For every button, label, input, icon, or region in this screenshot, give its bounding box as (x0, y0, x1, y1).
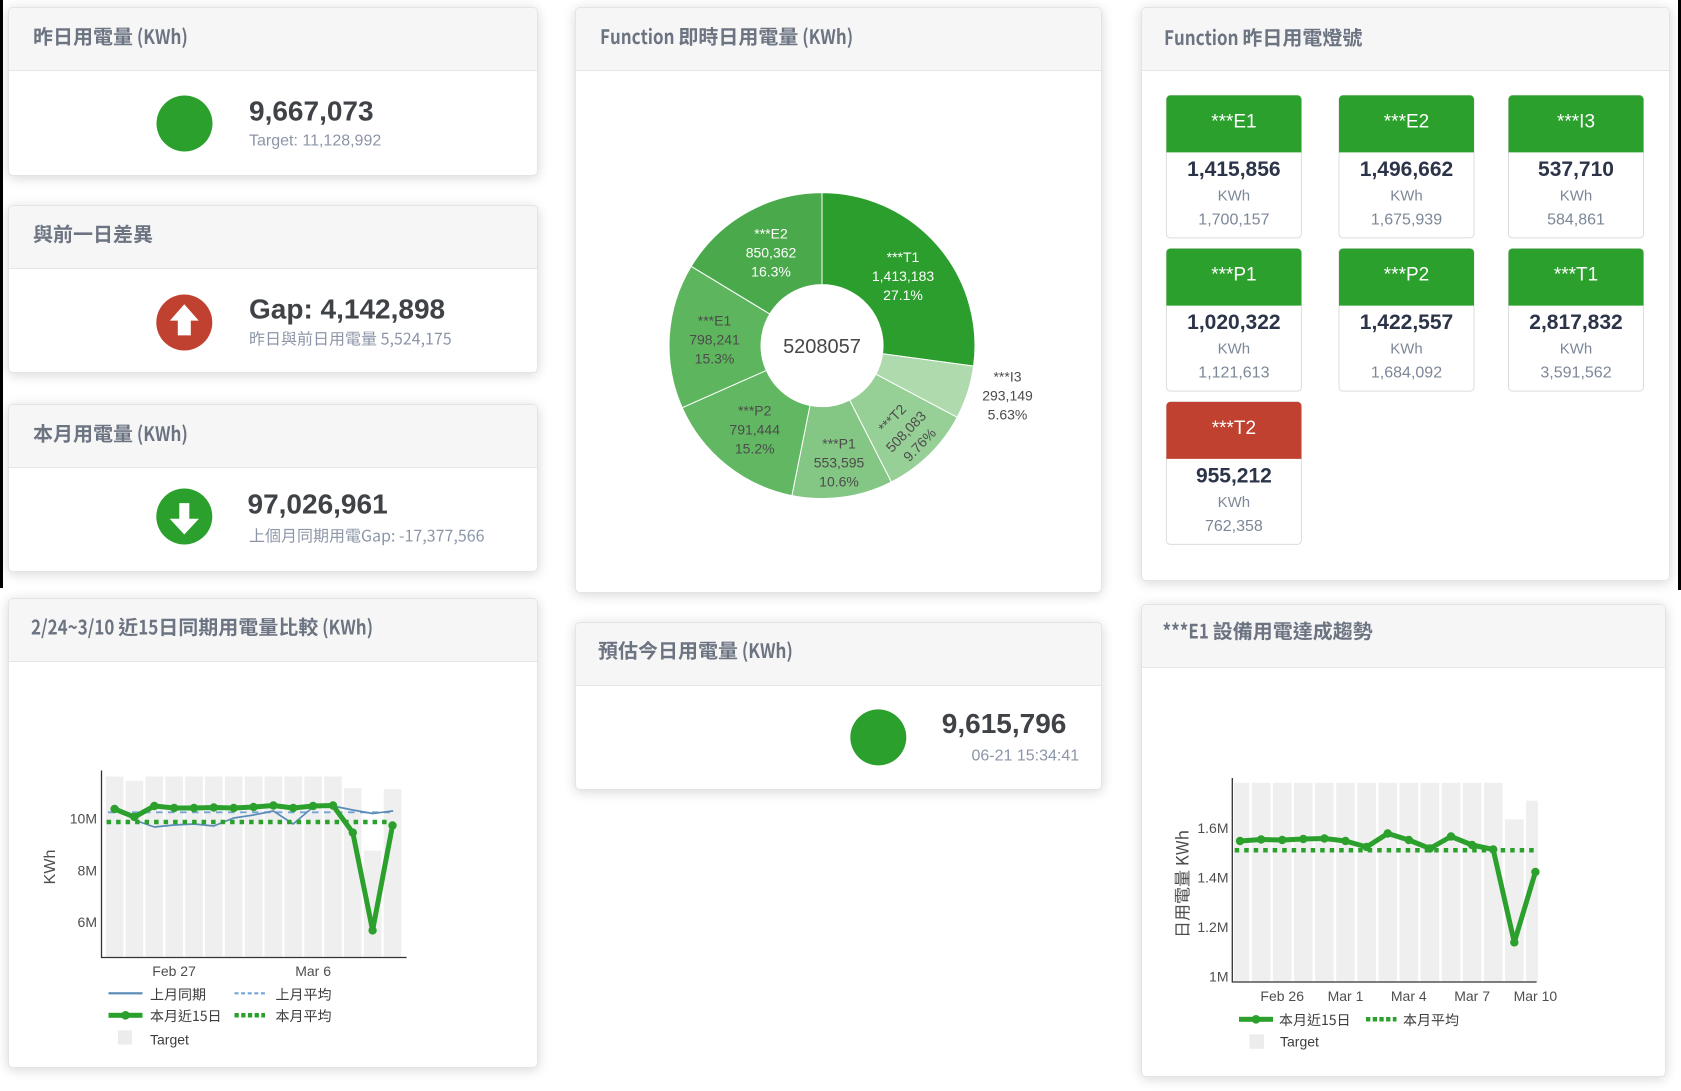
svg-text:Gap: 4,142,898: Gap: 4,142,898 (249, 294, 445, 325)
svg-text:1.6M: 1.6M (1197, 820, 1228, 836)
svg-text:27.1%: 27.1% (883, 287, 923, 303)
svg-text:1M: 1M (1209, 969, 1228, 985)
svg-text:1,684,092: 1,684,092 (1371, 365, 1442, 382)
svg-text:KWh: KWh (42, 850, 59, 885)
svg-text:Mar 7: Mar 7 (1454, 988, 1490, 1004)
svg-text:97,026,961: 97,026,961 (248, 489, 388, 520)
svg-text:8M: 8M (78, 862, 97, 878)
svg-text:***P1: ***P1 (822, 435, 856, 451)
svg-text:Mar 10: Mar 10 (1514, 988, 1558, 1004)
svg-text:584,861: 584,861 (1547, 212, 1605, 229)
svg-text:15.3%: 15.3% (695, 351, 735, 367)
svg-text:Mar 4: Mar 4 (1391, 988, 1427, 1004)
svg-text:1,121,613: 1,121,613 (1198, 365, 1269, 382)
svg-text:***I3: ***I3 (993, 369, 1021, 385)
svg-text:798,241: 798,241 (689, 332, 740, 348)
svg-text:***T1: ***T1 (1554, 265, 1598, 286)
svg-text:9,667,073: 9,667,073 (249, 96, 374, 127)
svg-text:293,149: 293,149 (982, 388, 1033, 404)
svg-text:1.2M: 1.2M (1197, 919, 1228, 935)
svg-text:***I3: ***I3 (1557, 111, 1595, 132)
svg-text:***E1: ***E1 (698, 313, 732, 329)
svg-text:***E1: ***E1 (1211, 111, 1256, 132)
svg-text:***T2: ***T2 (1212, 418, 1256, 439)
svg-text:***P2: ***P2 (738, 403, 772, 419)
svg-text:955,212: 955,212 (1196, 464, 1272, 487)
svg-text:762,358: 762,358 (1205, 518, 1263, 535)
svg-text:***T1: ***T1 (887, 249, 920, 265)
svg-text:Feb 26: Feb 26 (1260, 988, 1304, 1004)
svg-text:791,444: 791,444 (729, 422, 780, 438)
svg-text:Target: Target (1280, 1034, 1319, 1050)
svg-text:KWh: KWh (1560, 341, 1593, 358)
svg-text:10.6%: 10.6% (819, 473, 859, 489)
svg-text:553,595: 553,595 (814, 454, 865, 470)
svg-text:Mar 6: Mar 6 (295, 963, 331, 979)
svg-text:***P1: ***P1 (1211, 265, 1256, 286)
svg-text:537,710: 537,710 (1538, 158, 1614, 181)
svg-text:***E2: ***E2 (1384, 111, 1429, 132)
svg-text:***E2: ***E2 (754, 225, 788, 241)
svg-text:Target: 11,128,992: Target: 11,128,992 (249, 133, 381, 150)
svg-text:06-21 15:34:41: 06-21 15:34:41 (972, 748, 1080, 765)
svg-text:KWh: KWh (1218, 341, 1251, 358)
svg-text:KWh: KWh (1390, 188, 1423, 205)
svg-text:1,700,157: 1,700,157 (1198, 212, 1269, 229)
svg-text:Mar 1: Mar 1 (1328, 988, 1364, 1004)
svg-text:KWh: KWh (1390, 341, 1423, 358)
svg-text:16.3%: 16.3% (751, 263, 791, 279)
svg-text:6M: 6M (78, 914, 97, 930)
svg-text:1,415,856: 1,415,856 (1187, 158, 1280, 181)
svg-text:5208057: 5208057 (783, 336, 861, 358)
svg-text:1,413,183: 1,413,183 (872, 268, 934, 284)
svg-text:1,496,662: 1,496,662 (1360, 158, 1453, 181)
svg-text:850,362: 850,362 (746, 244, 797, 260)
svg-text:Target: Target (150, 1032, 189, 1048)
svg-text:***P2: ***P2 (1384, 265, 1429, 286)
svg-text:KWh: KWh (1218, 188, 1251, 205)
svg-text:10M: 10M (70, 811, 97, 827)
svg-text:1.4M: 1.4M (1197, 870, 1228, 886)
svg-text:2,817,832: 2,817,832 (1529, 311, 1622, 334)
svg-text:1,422,557: 1,422,557 (1360, 311, 1453, 334)
svg-text:KWh: KWh (1560, 188, 1593, 205)
svg-text:5.63%: 5.63% (988, 407, 1028, 423)
svg-text:KWh: KWh (1218, 494, 1251, 511)
svg-text:9,615,796: 9,615,796 (942, 708, 1067, 739)
svg-text:3,591,562: 3,591,562 (1540, 365, 1611, 382)
svg-text:1,675,939: 1,675,939 (1371, 212, 1442, 229)
svg-text:Feb 27: Feb 27 (152, 963, 196, 979)
svg-text:1,020,322: 1,020,322 (1187, 311, 1280, 334)
svg-text:15.2%: 15.2% (735, 441, 775, 457)
